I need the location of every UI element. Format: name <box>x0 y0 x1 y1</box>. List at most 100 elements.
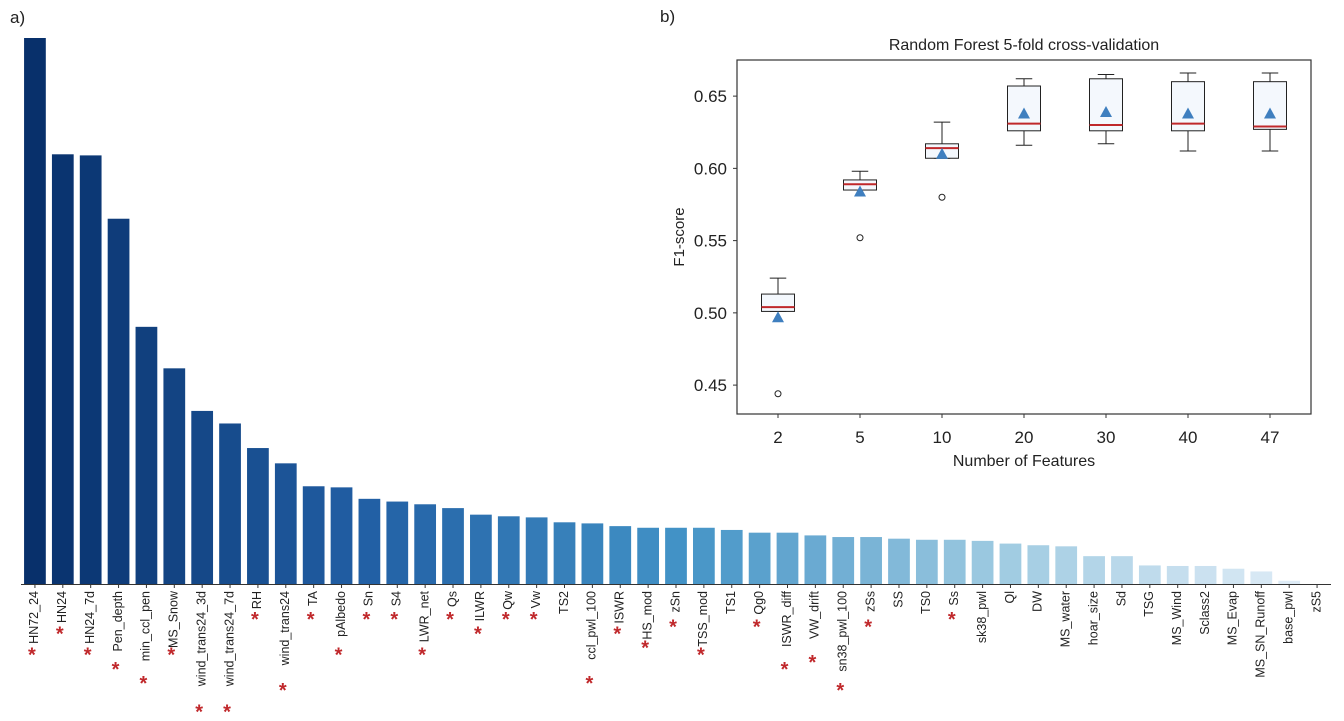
x-tick-label: Qg0 <box>752 591 766 615</box>
panel-label-a: a) <box>10 8 26 27</box>
mean-marker <box>936 147 948 159</box>
significance-asterisk: * <box>836 680 844 702</box>
bar-TS2 <box>553 522 576 584</box>
bar-Vw <box>525 517 548 584</box>
x-tick-label: ccl_pwl_100 <box>585 591 599 660</box>
box-20 <box>1007 78 1041 146</box>
significance-asterisk: * <box>140 673 148 695</box>
x-tick-label: S4 <box>390 591 404 606</box>
mean-marker <box>1182 107 1194 119</box>
x-tick-label: Ss <box>947 591 961 606</box>
x-tick-label: HN24 <box>55 591 69 623</box>
significance-asterisk: * <box>390 609 398 631</box>
significance-asterisk: * <box>864 616 872 638</box>
x-tick-label: MS_Wind <box>1170 591 1184 645</box>
bar-zSs <box>860 537 882 584</box>
x-tick-label: sn38_pwl_100 <box>836 591 850 672</box>
outlier-point <box>938 193 946 201</box>
x-tick-label: HN24_7d <box>83 591 97 644</box>
significance-asterisk: * <box>502 609 510 631</box>
box-5 <box>843 170 877 242</box>
x-tick-label: Qw <box>501 590 515 610</box>
bar-TS0 <box>915 539 938 584</box>
bar-HS_mod <box>637 527 659 584</box>
significance-asterisk: * <box>279 680 287 702</box>
feature-importance-bar-chart: HN72_24*HN24* HN24_7d*Pen_depth*min_ccl_p… <box>21 38 1331 721</box>
bar-hoar_size <box>1083 556 1105 584</box>
significance-asterisk: * <box>808 652 816 674</box>
x-tick-label: TSS_mod <box>696 591 710 647</box>
outlier-point <box>774 390 782 398</box>
box-10 <box>925 121 959 201</box>
x-tick-label: TA <box>306 590 320 606</box>
bar-sk38_pwl <box>971 540 994 584</box>
significance-asterisk: * <box>112 659 120 681</box>
bar-pAlbedo <box>330 487 353 584</box>
significance-asterisk: * <box>223 702 231 721</box>
mean-marker <box>1100 106 1112 118</box>
bar-zSn <box>665 527 687 584</box>
bar-Sd <box>1111 556 1133 584</box>
bar-ISWR <box>609 526 632 584</box>
bar-MS_Wind <box>1166 565 1189 584</box>
significance-asterisk: * <box>948 609 956 631</box>
box-30 <box>1089 73 1123 145</box>
x-tick-label: ILWR <box>473 591 487 621</box>
x-tick-label: TS0 <box>919 591 933 614</box>
x-tick-label: Sd <box>1114 591 1128 606</box>
bar-MS_SN_Runoff <box>1250 571 1273 584</box>
bar-sn38_pwl_100 <box>832 537 855 584</box>
bar-Ss <box>943 539 966 584</box>
bar-Qs <box>442 508 464 584</box>
x-tick-label: MS_Snow <box>167 590 181 648</box>
x-tick-label: VW_drift <box>808 590 822 638</box>
box-iqr <box>1089 78 1123 132</box>
bar-Ql <box>999 543 1022 584</box>
y-axis-label: F1-score <box>671 207 688 266</box>
significance-asterisk: * <box>195 702 203 721</box>
bar-TSS_mod <box>693 527 715 584</box>
bar-S4 <box>386 501 409 584</box>
significance-asterisk: * <box>530 609 538 631</box>
y-tick-label: 0.50 <box>694 304 727 323</box>
x-axis-label: Number of Features <box>953 453 1095 470</box>
significance-asterisk: * <box>167 645 175 667</box>
x-tick-label: HN72_24 <box>27 591 41 644</box>
significance-asterisk: * <box>84 645 92 667</box>
x-tick-label: SS <box>891 591 905 608</box>
significance-asterisk: * <box>418 645 426 667</box>
x-tick-label: LWR_net <box>417 590 431 642</box>
box-2 <box>761 277 795 398</box>
bar-ISWR_diff <box>776 532 799 584</box>
x-tick-label: 10 <box>933 428 952 447</box>
chart-title: Random Forest 5-fold cross-validation <box>889 37 1159 54</box>
bar-TSG <box>1138 565 1161 584</box>
bar-HN24 <box>51 154 74 584</box>
bar-Sn <box>358 498 381 584</box>
mean-marker <box>854 185 866 197</box>
bar-wind_trans24_3d <box>191 410 214 584</box>
box-47 <box>1253 72 1287 152</box>
bar-TS1 <box>720 529 743 584</box>
x-tick-label: Sclass2 <box>1198 591 1212 635</box>
x-tick-label: RH <box>250 591 264 609</box>
x-tick-label: zSn <box>668 591 682 613</box>
significance-asterisk: * <box>307 609 315 631</box>
bar-wind_trans24 <box>274 463 297 584</box>
bar-TA <box>302 486 325 584</box>
x-tick-label: HS_mod <box>640 591 654 640</box>
bar-SS <box>888 538 910 584</box>
y-tick-label: 0.60 <box>694 159 727 178</box>
bar-Qw <box>497 516 520 584</box>
bar-wind_trans24_7d <box>219 423 241 584</box>
cross-validation-box-plot: Random Forest 5-fold cross-validation 0.4… <box>671 37 1312 470</box>
significance-asterisk: * <box>781 659 789 681</box>
x-tick-label: ISWR_diff <box>780 590 794 647</box>
mean-marker <box>772 311 784 323</box>
mean-marker <box>1264 107 1276 119</box>
box-iqr <box>1253 81 1287 130</box>
significance-asterisk: * <box>669 616 677 638</box>
x-tick-label: zS5 <box>1309 591 1323 613</box>
x-tick-label: Sn <box>362 591 376 606</box>
bar-Sclass2 <box>1194 565 1217 584</box>
